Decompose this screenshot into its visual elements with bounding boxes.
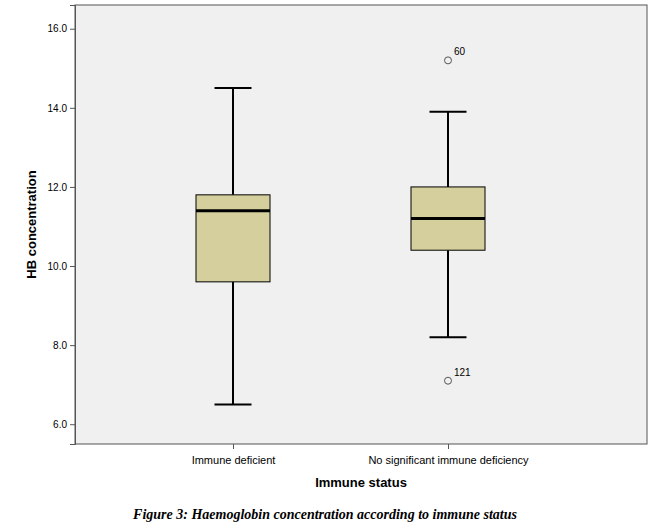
whisker-low	[447, 250, 449, 337]
y-tick-mark	[70, 345, 75, 346]
y-axis-title: HB concentration	[24, 170, 39, 278]
y-tick-mark	[70, 29, 75, 30]
outlier	[445, 57, 452, 64]
y-tick-mark	[70, 266, 75, 267]
whisker-cap-high	[215, 87, 252, 89]
box-group	[411, 57, 485, 384]
x-tick-label: Immune deficient	[192, 454, 276, 466]
y-axis: 6.0 8.0 10.0 12.0 14.0 16.0	[48, 6, 76, 445]
whisker-cap-low	[215, 403, 252, 405]
y-axis-line	[70, 6, 76, 445]
y-tick: 6.0	[53, 419, 75, 430]
x-axis: Immune deficient No significant immune de…	[192, 444, 529, 466]
y-tick: 16.0	[48, 23, 75, 34]
median	[411, 217, 485, 220]
chart: 60 121 6.0 8.0 10.0 12.0 14.0 16.0 Immune defici…	[0, 0, 650, 530]
y-tick-label: 14.0	[48, 103, 68, 114]
median	[196, 209, 270, 212]
outlier-labels: 60 121	[454, 46, 471, 377]
y-tick-mark	[70, 187, 75, 188]
y-tick-label: 6.0	[53, 419, 67, 430]
y-tick: 12.0	[48, 182, 75, 193]
box	[411, 187, 485, 250]
whisker-high	[447, 112, 449, 187]
outlier	[445, 377, 452, 384]
whisker-low	[232, 282, 234, 405]
x-axis-title: Immune status	[315, 475, 407, 490]
whisker-high	[232, 88, 234, 195]
y-tick-mark	[70, 424, 75, 425]
y-tick-mark	[70, 108, 75, 109]
y-tick-label: 12.0	[48, 182, 68, 193]
whisker-cap-high	[430, 111, 467, 113]
y-tick: 8.0	[53, 340, 75, 351]
y-tick-label: 16.0	[48, 23, 68, 34]
whisker-cap-low	[430, 336, 467, 338]
box	[196, 195, 270, 282]
outlier-label: 60	[454, 46, 466, 57]
plot-frame	[75, 5, 647, 444]
x-tick-mark	[233, 444, 234, 449]
x-tick-mark	[448, 444, 449, 449]
x-tick: No significant immune deficiency	[368, 444, 529, 466]
y-tick-label: 10.0	[48, 261, 68, 272]
y-tick-label: 8.0	[53, 340, 67, 351]
marks	[196, 57, 485, 405]
x-tick: Immune deficient	[192, 444, 276, 466]
y-tick: 10.0	[48, 261, 75, 272]
x-tick-label: No significant immune deficiency	[368, 454, 529, 466]
box-group	[196, 88, 270, 404]
outlier-label: 121	[454, 367, 471, 378]
y-tick: 14.0	[48, 103, 75, 114]
title: Figure 3: Haemoglobin concentration acco…	[132, 507, 517, 522]
plot-background	[75, 5, 647, 444]
